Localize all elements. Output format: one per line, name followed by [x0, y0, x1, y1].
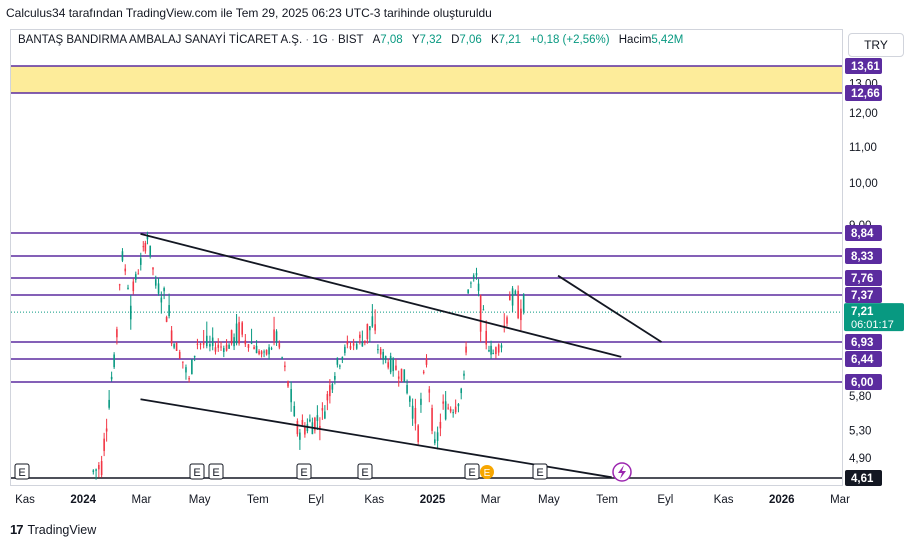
level-badge-text-6: 6,93: [851, 337, 873, 349]
level-badge-8: 6,00: [845, 374, 882, 390]
x-tick-label-5: Eyl: [308, 494, 324, 506]
y-tick-label-1: 12,00: [849, 108, 878, 120]
level-badge-bg-2: [845, 225, 882, 241]
last-price-value: 7,21: [851, 306, 874, 318]
x-tick-label-11: Eyl: [657, 494, 673, 506]
low-label: D: [451, 34, 460, 46]
last-price-countdown: 06:01:17: [851, 319, 894, 331]
level-badge-bg-6: [845, 334, 882, 350]
y-tick-label-6: 5,80: [849, 391, 871, 403]
y-tick-label-2: 11,00: [849, 142, 877, 154]
symbol-name[interactable]: BANTAŞ BANDIRMA AMBALAJ SANAYİ TİCARET A…: [18, 34, 303, 46]
y-tick-label-5: 8,30: [849, 252, 871, 264]
level-badge-text-1: 12,66: [851, 88, 880, 100]
level-badge-4: 7,76: [845, 270, 882, 286]
symbol-header: BANTAŞ BANDIRMA AMBALAJ SANAYİ TİCARET A…: [18, 34, 684, 46]
x-tick-label-2: Mar: [132, 494, 152, 506]
last-price-badge: [844, 303, 904, 332]
x-tick-label-6: Kas: [364, 494, 384, 506]
level-badge-text-2: 8,84: [851, 228, 874, 240]
level-badge-bg-5: [845, 287, 882, 303]
exchange-label: BIST: [338, 34, 364, 46]
close-value: 7,21: [498, 34, 522, 46]
high-value: 7,32: [419, 34, 442, 46]
level-badge-bg-3: [845, 248, 882, 264]
level-badge-text-7: 6,44: [851, 354, 874, 366]
level-badge-text-4: 7,76: [851, 273, 873, 285]
x-tick-label-12: Kas: [714, 494, 734, 506]
level-badge-text-3: 8,33: [851, 251, 873, 263]
tradingview-logo[interactable]: 17 TradingView: [10, 522, 96, 537]
y-tick-label-3: 10,00: [849, 178, 878, 190]
x-tick-label-8: Mar: [481, 494, 501, 506]
x-tick-label-14: Mar: [830, 494, 850, 506]
change-value: +0,18 (+2,56%): [530, 34, 610, 46]
level-badge-9: 4,61: [845, 470, 882, 486]
interval-label[interactable]: 1G: [312, 34, 328, 46]
level-badge-text-0: 13,61: [851, 61, 880, 73]
x-tick-label-1: 2024: [70, 494, 96, 506]
x-tick-label-7: 2025: [420, 494, 446, 506]
volume-label: Hacim: [618, 34, 652, 46]
high-label: Y: [411, 34, 420, 46]
level-badge-6: 6,93: [845, 334, 882, 350]
attribution-text: Calculus34 tarafından TradingView.com il…: [6, 6, 492, 20]
x-tick-label-3: May: [189, 494, 211, 506]
y-tick-label-4: 9,00: [849, 220, 871, 232]
level-badge-2: 8,84: [845, 225, 882, 241]
tradingview-logo-text: TradingView: [27, 522, 97, 537]
level-badge-bg-7: [845, 351, 882, 367]
level-badge-5: 7,37: [845, 287, 882, 303]
level-badge-1: 12,66: [845, 85, 882, 101]
y-tick-label-8: 4,90: [849, 453, 871, 465]
level-badge-bg-8: [845, 374, 882, 390]
chart-frame: [10, 29, 843, 486]
x-tick-label-13: 2026: [769, 494, 795, 506]
x-tick-label-9: May: [538, 494, 560, 506]
currency-button[interactable]: TRY: [848, 33, 904, 57]
tradingview-logo-icon: 17: [10, 522, 24, 537]
volume-value: 5,42M: [651, 34, 684, 46]
level-badge-bg-0: [845, 58, 882, 74]
x-tick-label-0: Kas: [15, 494, 35, 506]
y-tick-label-0: 13,00: [849, 78, 878, 90]
x-tick-label-4: Tem: [247, 494, 269, 506]
level-badge-bg-4: [845, 270, 882, 286]
low-value: 7,06: [459, 34, 482, 46]
close-label: K: [491, 34, 499, 46]
open-value: 7,08: [380, 34, 403, 46]
open-label: A: [372, 34, 381, 46]
level-badge-text-5: 7,37: [851, 290, 873, 302]
level-badge-bg-1: [845, 85, 882, 101]
level-badge-3: 8,33: [845, 248, 882, 264]
level-badge-text-8: 6,00: [851, 377, 873, 389]
level-badge-bg-9: [845, 470, 882, 486]
y-tick-label-7: 5,30: [849, 425, 871, 437]
level-badge-text-9: 4,61: [851, 473, 874, 485]
x-tick-label-10: Tem: [596, 494, 618, 506]
level-badge-7: 6,44: [845, 351, 882, 367]
level-badge-0: 13,61: [845, 58, 882, 74]
